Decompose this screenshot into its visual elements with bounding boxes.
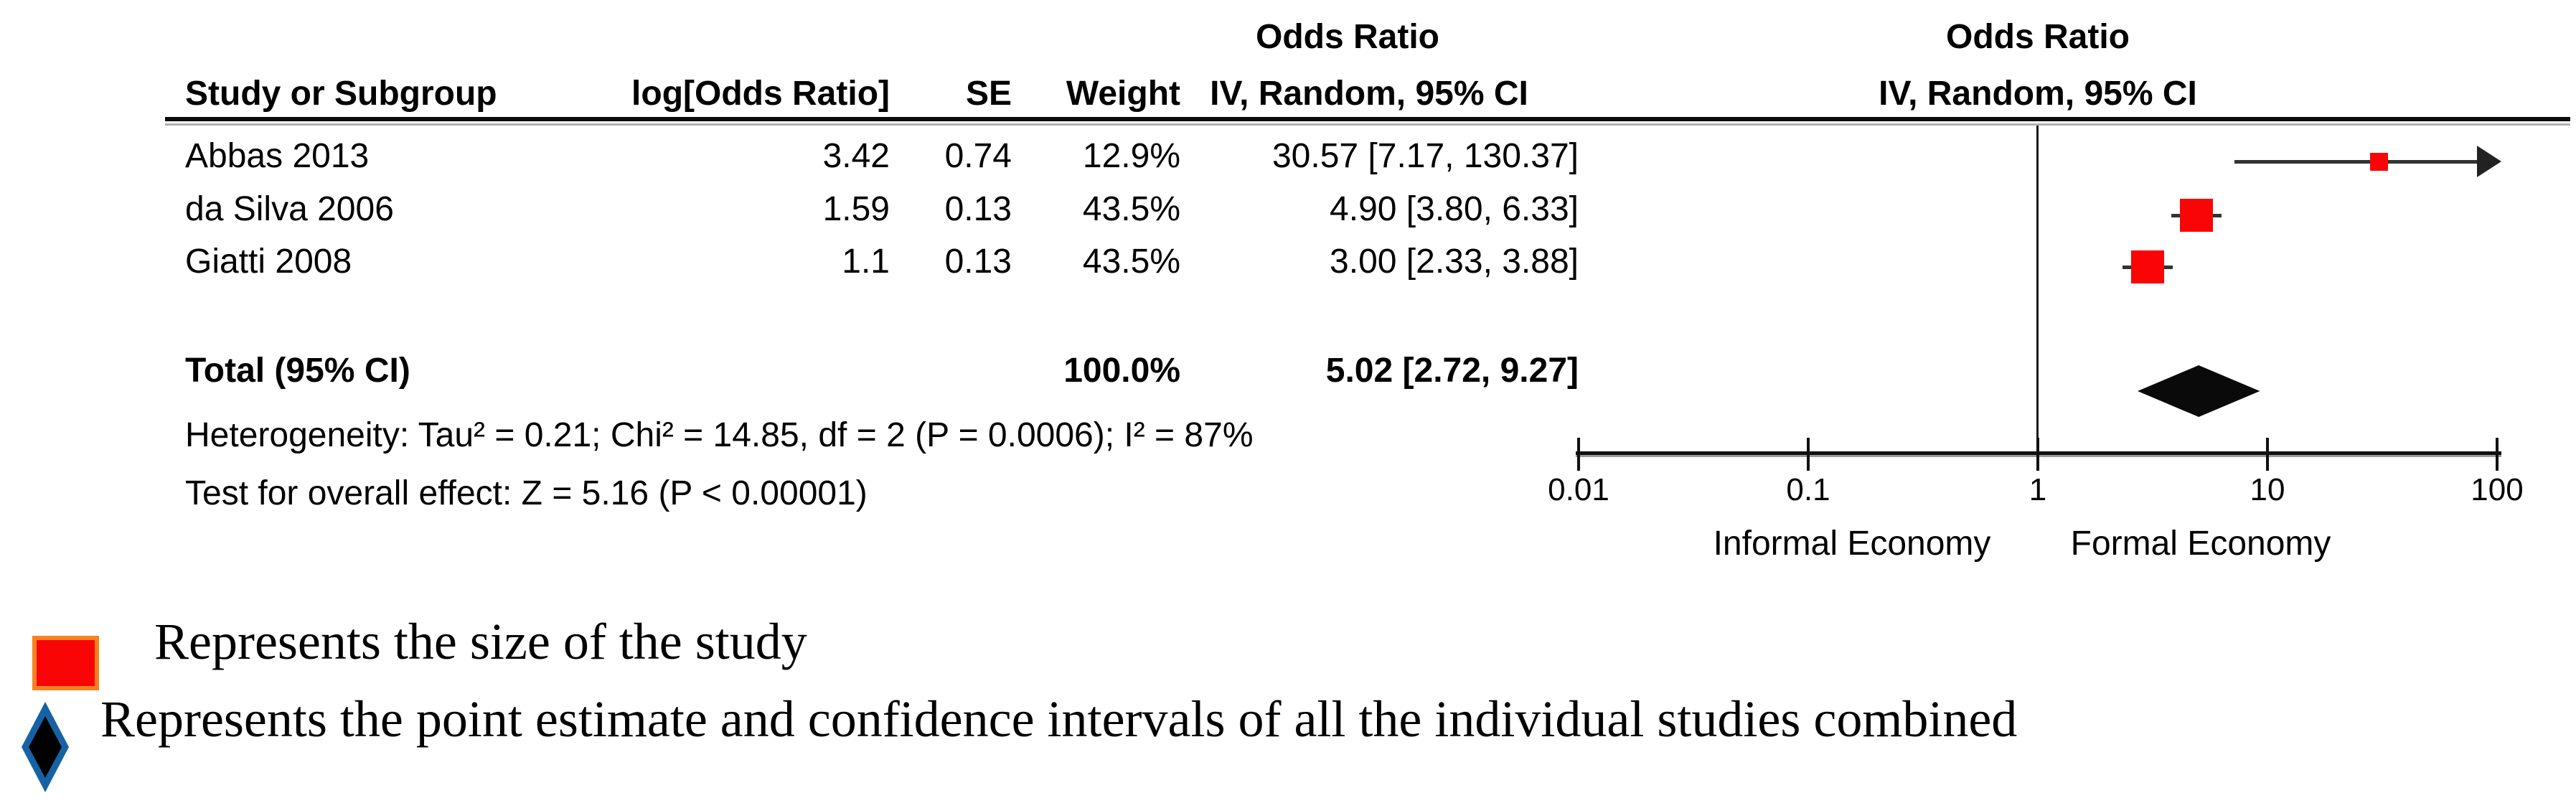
axis-tick-label: 1 (2029, 472, 2047, 507)
or-column-title-left: Odds Ratio (1255, 18, 1440, 56)
null-effect-line (2036, 126, 2039, 466)
diamond-icon (22, 702, 69, 792)
header-divider (165, 117, 2570, 121)
plot-column-header: IV, Random, 95% CI (1879, 75, 2197, 113)
or-ci-value: 3.00 [2.33, 3.88] (1330, 243, 1579, 281)
axis-tick (1807, 438, 1810, 471)
header-divider-shadow (165, 123, 2570, 126)
study-weight-square (2369, 152, 2388, 171)
red-square-icon (32, 636, 99, 690)
x-axis-left-label: Informal Economy (1713, 525, 1991, 563)
axis-tick (2496, 438, 2499, 471)
axis-tick (2266, 438, 2269, 471)
axis-tick-label: 0.1 (1786, 472, 1830, 507)
study-weight-square (2130, 250, 2164, 283)
axis-tick-label: 10 (2250, 472, 2285, 507)
or-ci-column-header: IV, Random, 95% CI (1210, 75, 1528, 113)
log-or-value: 1.1 (842, 243, 890, 281)
total-weight: 100.0% (1063, 352, 1180, 390)
ci-arrow-right-icon (2477, 146, 2501, 177)
axis-tick (1577, 438, 1580, 471)
weight-value: 43.5% (1082, 190, 1180, 228)
ci-line (2234, 160, 2477, 164)
study-column-header: Study or Subgroup (185, 75, 497, 113)
se-value: 0.13 (944, 243, 1012, 281)
legend-study-size-text: Represents the size of the study (154, 613, 807, 670)
weight-value: 43.5% (1082, 243, 1180, 281)
log-or-value: 1.59 (822, 190, 890, 228)
heterogeneity-stats: Heterogeneity: Tau² = 0.21; Chi² = 14.85… (185, 416, 1254, 454)
total-label: Total (95% CI) (185, 352, 410, 390)
se-value: 0.13 (944, 190, 1012, 228)
x-axis-right-label: Formal Economy (2070, 525, 2331, 563)
log-or-column-header: log[Odds Ratio] (631, 75, 890, 113)
study-weight-square (2179, 199, 2213, 232)
weight-value: 12.9% (1082, 137, 1180, 175)
or-column-title-right: Odds Ratio (1945, 18, 2130, 56)
study-name: Giatti 2008 (185, 243, 352, 281)
se-column-header: SE (965, 75, 1012, 113)
or-ci-value: 4.90 [3.80, 6.33] (1330, 190, 1579, 228)
log-or-value: 3.42 (822, 137, 890, 175)
study-name: Abbas 2013 (185, 137, 370, 175)
axis-tick-label: 0.01 (1548, 472, 1609, 507)
overall-effect-stats: Test for overall effect: Z = 5.16 (P < 0… (185, 474, 868, 512)
study-name: da Silva 2006 (185, 190, 394, 228)
pooled-diamond (2138, 365, 2260, 417)
or-ci-value: 30.57 [7.17, 130.37] (1271, 137, 1579, 175)
axis-tick-label: 100 (2471, 472, 2524, 507)
axis-tick (2036, 438, 2039, 471)
se-value: 0.74 (944, 137, 1012, 175)
legend-pooled-estimate-text: Represents the point estimate and confid… (100, 690, 2018, 748)
total-or-ci: 5.02 [2.72, 9.27] (1325, 352, 1579, 390)
weight-column-header: Weight (1066, 75, 1180, 113)
